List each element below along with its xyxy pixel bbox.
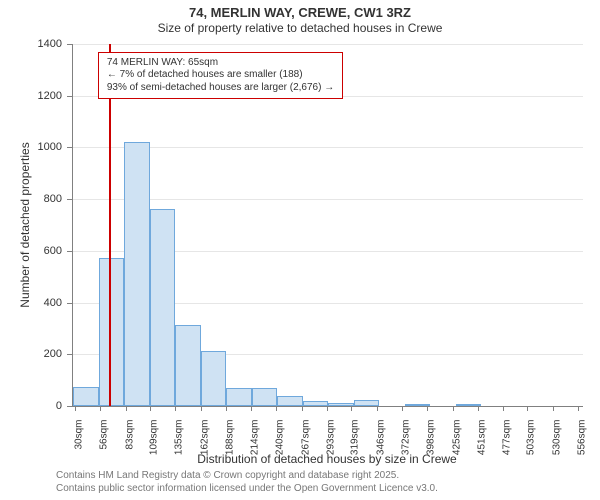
y-tick-label: 800 [0,193,62,205]
x-tick-label: 530sqm [552,420,563,456]
x-tick [478,406,479,411]
annotation-line: ← 7% of detached houses are smaller (188… [107,69,334,82]
x-tick [402,406,403,411]
x-tick-label: 240sqm [274,420,285,456]
x-tick [226,406,227,411]
chart-container: 74, MERLIN WAY, CREWE, CW1 3RZ Size of p… [0,0,600,500]
y-tick-label: 1200 [0,90,62,102]
x-tick [175,406,176,411]
y-tick [67,251,72,252]
annotation-line: 93% of semi-detached houses are larger (… [107,82,334,95]
x-tick [377,406,378,411]
x-tick-label: 109sqm [149,420,160,456]
x-tick-label: 319sqm [350,420,361,456]
histogram-bar [175,325,201,406]
footer-line-2: Contains public sector information licen… [56,483,438,496]
x-tick [427,406,428,411]
y-tick-label: 200 [0,348,62,360]
x-tick [276,406,277,411]
histogram-bar [328,403,354,406]
x-tick-label: 56sqm [98,420,109,450]
x-tick [150,406,151,411]
histogram-bar [201,351,227,406]
x-tick [453,406,454,411]
x-tick [351,406,352,411]
y-tick [67,303,72,304]
histogram-bar [124,142,150,406]
y-tick [67,96,72,97]
x-tick-label: 162sqm [200,420,211,456]
x-tick-label: 30sqm [73,420,84,450]
y-tick-label: 1000 [0,141,62,153]
x-tick-label: 346sqm [376,420,387,456]
x-tick-label: 398sqm [425,420,436,456]
annotation-box: 74 MERLIN WAY: 65sqm← 7% of detached hou… [98,52,343,100]
x-tick-label: 372sqm [401,420,412,456]
y-tick [67,406,72,407]
gridline [73,199,583,200]
x-tick-label: 135sqm [174,420,185,456]
attribution-footer: Contains HM Land Registry data © Crown c… [56,470,438,495]
x-tick [553,406,554,411]
y-tick-label: 0 [0,400,62,412]
histogram-bar [226,388,252,406]
x-tick-label: 503sqm [526,420,537,456]
histogram-bar [150,209,176,406]
x-tick-label: 188sqm [225,420,236,456]
y-tick [67,44,72,45]
gridline [73,44,583,45]
x-tick-label: 83sqm [124,420,135,450]
x-tick [578,406,579,411]
x-tick [126,406,127,411]
x-tick-label: 477sqm [501,420,512,456]
histogram-bar [73,387,99,406]
x-tick [201,406,202,411]
chart-title: 74, MERLIN WAY, CREWE, CW1 3RZ [0,6,600,21]
y-tick-label: 400 [0,297,62,309]
x-tick-label: 556sqm [577,420,588,456]
x-tick [251,406,252,411]
histogram-bar [405,404,431,406]
y-tick [67,147,72,148]
y-tick-label: 1400 [0,38,62,50]
histogram-bar [252,388,278,406]
x-tick [75,406,76,411]
footer-line-1: Contains HM Land Registry data © Crown c… [56,470,438,483]
histogram-bar [354,400,380,406]
x-tick-label: 267sqm [300,420,311,456]
chart-subtitle: Size of property relative to detached ho… [0,22,600,36]
x-tick [100,406,101,411]
histogram-bar [277,396,303,406]
gridline [73,147,583,148]
y-axis-label: Number of detached properties [18,142,32,307]
x-tick [503,406,504,411]
x-tick [527,406,528,411]
x-tick-label: 293sqm [325,420,336,456]
y-tick [67,354,72,355]
histogram-bar [456,404,482,406]
y-tick [67,199,72,200]
x-tick [327,406,328,411]
annotation-line: 74 MERLIN WAY: 65sqm [107,57,334,70]
x-tick [302,406,303,411]
x-tick-label: 451sqm [476,420,487,456]
x-tick-label: 214sqm [249,420,260,456]
histogram-bar [303,401,329,406]
plot-area: 74 MERLIN WAY: 65sqm← 7% of detached hou… [72,44,583,407]
y-tick-label: 600 [0,245,62,257]
x-tick-label: 425sqm [451,420,462,456]
